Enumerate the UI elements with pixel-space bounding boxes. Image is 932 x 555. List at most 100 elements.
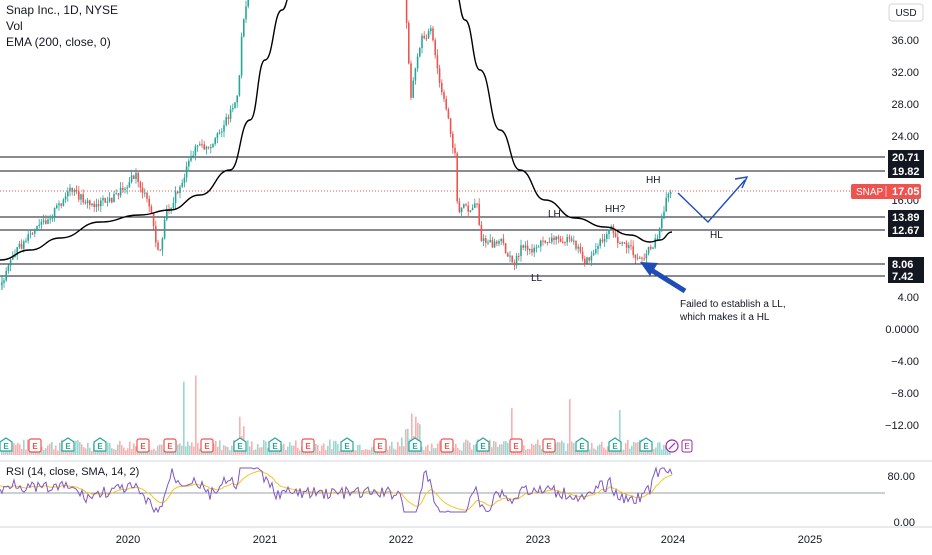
volume-bar (573, 443, 575, 455)
candle-body (621, 242, 623, 244)
volume-bar (95, 449, 97, 455)
ema-legend: EMA (200, close, 0) (6, 35, 111, 49)
candle-body (93, 203, 95, 208)
earnings-marker[interactable]: E (233, 437, 247, 452)
candle-body (669, 192, 672, 194)
earnings-marker[interactable]: E (136, 438, 150, 453)
candle-body (430, 28, 432, 32)
y-tick-label: 4.00 (898, 292, 919, 304)
earnings-marker[interactable]: E (163, 438, 177, 453)
volume-legend: Vol (6, 19, 23, 33)
volume-bar (405, 429, 407, 455)
volume-bar (351, 450, 353, 455)
earnings-marker[interactable]: E (61, 437, 75, 452)
candle-body (29, 233, 32, 235)
earnings-marker[interactable]: E (0, 437, 13, 452)
earnings-marker[interactable]: E (373, 438, 387, 453)
earnings-marker[interactable]: E (542, 438, 556, 453)
volume-bar (431, 443, 433, 455)
candle-body (665, 197, 667, 212)
earnings-marker[interactable]: E (268, 437, 282, 452)
volume-bar (495, 441, 497, 455)
earnings-marker[interactable]: E (200, 438, 214, 453)
volume-bar (539, 444, 541, 455)
candle-body (117, 193, 120, 196)
candle-body (634, 255, 637, 259)
rsi-line[interactable] (0, 466, 673, 514)
volume-bar (177, 444, 179, 455)
candle-body (177, 191, 179, 194)
volume-bar (189, 445, 191, 455)
level-label-box[interactable] (888, 269, 924, 283)
candle-body (623, 242, 626, 244)
candle-body (645, 253, 648, 259)
earnings-marker[interactable]: E (440, 438, 454, 453)
volume-bar (363, 450, 365, 455)
volume-bar (123, 447, 125, 455)
volume-bar (455, 443, 457, 455)
earnings-letter: E (643, 442, 649, 451)
candle-body (234, 102, 236, 109)
earnings-marker[interactable]: E (476, 437, 490, 452)
candle-body (174, 191, 177, 203)
volume-bar (653, 449, 655, 455)
earnings-marker[interactable]: E (639, 437, 653, 452)
level-label-box[interactable] (888, 210, 924, 224)
candle-body (493, 241, 496, 248)
price-marker-symbol: SNAP (856, 187, 884, 198)
level-label-box[interactable] (888, 223, 924, 237)
candle-body (566, 237, 568, 243)
candle-body (115, 193, 117, 195)
volume-bar (49, 443, 51, 455)
pointer-arrow[interactable] (646, 265, 687, 294)
earnings-badge[interactable] (681, 439, 693, 453)
earnings-marker[interactable]: E (608, 437, 622, 452)
currency-box[interactable] (888, 3, 924, 22)
candle-body (227, 117, 230, 119)
projection-path[interactable] (677, 179, 746, 224)
volume-bar (81, 444, 83, 455)
level-label-box[interactable] (888, 164, 924, 178)
earnings-letter: E (167, 442, 173, 451)
earnings-marker[interactable]: E (340, 437, 354, 452)
volume-bar (567, 443, 569, 455)
currency-label[interactable]: USD (895, 8, 916, 19)
volume-bar (139, 450, 141, 455)
chart-title: Snap Inc., 1D, NYSE (6, 3, 119, 17)
candle-body (47, 219, 49, 224)
earnings-marker[interactable]: E (575, 437, 589, 452)
volume-bar (155, 450, 157, 455)
volume-bar (565, 450, 567, 455)
earnings-marker[interactable]: E (93, 437, 107, 452)
earnings-marker[interactable]: E (28, 438, 42, 453)
candle-body (221, 131, 223, 133)
volume-bar (399, 446, 401, 455)
volume-bar (239, 416, 241, 455)
earnings-marker[interactable]: E (408, 437, 422, 452)
volume-bar (109, 443, 111, 455)
candle-body (20, 243, 23, 249)
candle-body (410, 63, 412, 98)
volume-bar (429, 450, 431, 455)
volume-bar (89, 447, 91, 455)
volume-bar (27, 439, 29, 455)
candle-body (23, 241, 25, 249)
candle-body (126, 187, 128, 189)
candle-body (190, 155, 192, 161)
volume-bar (289, 441, 291, 455)
earnings-marker[interactable]: E (509, 438, 523, 453)
volume-bar (187, 441, 189, 455)
level-label-box[interactable] (888, 150, 924, 164)
level-label-box[interactable] (888, 257, 924, 271)
earnings-badge (340, 437, 354, 452)
earnings-marker[interactable]: E (301, 438, 315, 453)
candle-body (581, 251, 584, 259)
volume-bar (245, 448, 247, 455)
candle-body (75, 189, 78, 192)
volume-bar (265, 441, 267, 455)
ema-line[interactable] (0, 0, 673, 261)
volume-bar (437, 443, 439, 455)
y-tick-label: −4.00 (891, 356, 919, 368)
candle-body (67, 191, 69, 197)
